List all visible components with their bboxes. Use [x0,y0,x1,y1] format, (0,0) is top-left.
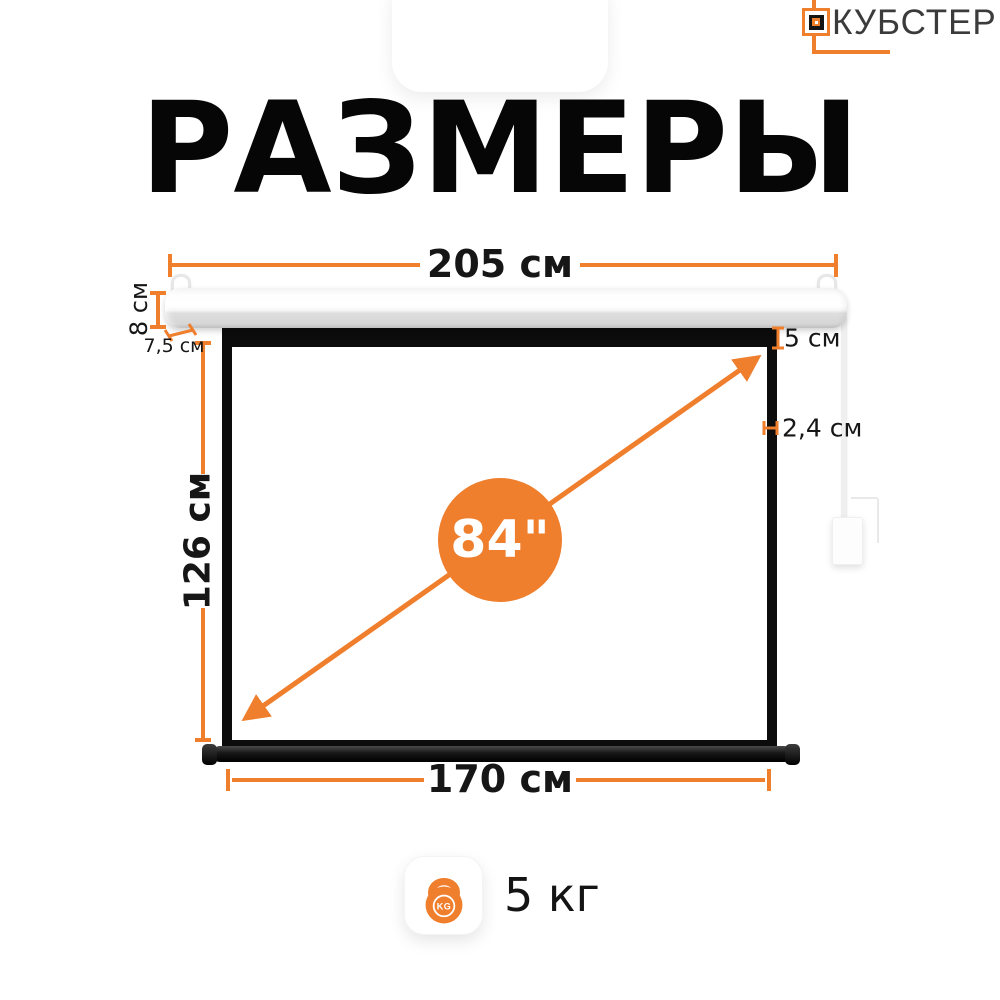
weight-value: 5 кг [504,868,600,922]
kg-badge-ring [432,894,455,917]
cube-core-dot [812,18,820,26]
cube-inner-square [808,14,824,30]
label-screen-width: 170 см [426,757,574,801]
label-total-width: 205 см [426,242,574,286]
weight-bar-cap-left [202,744,217,765]
weight-card: KG [404,856,483,935]
bottom-weight-bar [212,746,792,762]
roller-casing [165,288,847,328]
brand-logo-card: КУБСТЕР [392,0,996,92]
diagonal-size-badge: 84" [438,478,562,602]
page-title: РАЗМЕРЫ [140,74,860,222]
kg-badge-text: KG [436,901,450,911]
brand-name: КУБСТЕР [832,3,997,42]
power-cord [841,316,846,521]
label-case-height: 8 см [125,281,153,337]
label-side-border: 2,4 см [782,413,863,443]
kettlebell-handle [427,877,460,899]
plug-box [832,517,863,565]
label-left-offset: 7,5 см [143,335,205,357]
kettlebell-kg-icon: KG [425,877,462,923]
diagonal-size-value: 84" [450,510,550,570]
kettlebell-body [425,886,462,923]
label-screen-height: 126 см [177,471,219,611]
weight-bar-cap-right [785,744,800,765]
wire-corner [851,497,879,543]
cube-highlight [814,20,818,24]
label-top-border: 5 см [784,323,841,353]
kubster-cube-icon [802,8,830,36]
